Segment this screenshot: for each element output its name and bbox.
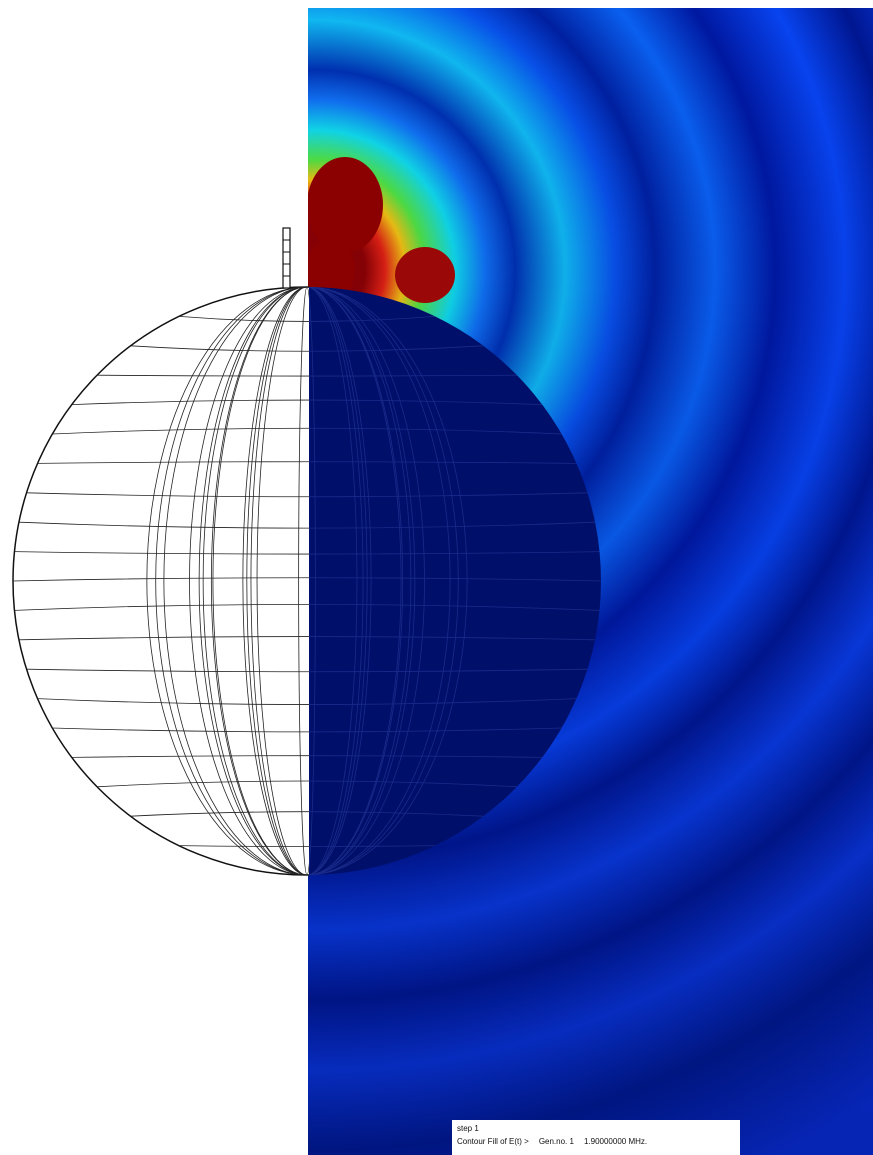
mesh-line	[308, 316, 436, 322]
mesh-line	[18, 521, 309, 529]
mesh-line	[12, 577, 309, 582]
mesh-line	[178, 316, 309, 322]
frequency-label: 1.90000000 MHz.	[583, 1137, 648, 1146]
mesh-line	[308, 551, 600, 555]
mesh-line	[308, 287, 404, 875]
mesh-line	[308, 604, 600, 611]
mesh-line	[308, 461, 577, 464]
mesh-line	[26, 492, 309, 498]
mesh-line	[71, 399, 309, 405]
mesh-line	[250, 286, 309, 876]
mesh-line	[14, 604, 309, 611]
mesh-line	[308, 727, 562, 733]
mesh-line	[37, 698, 309, 705]
mesh-line	[308, 780, 517, 788]
mesh-line	[308, 636, 596, 641]
mesh-line	[308, 811, 484, 817]
mesh-line	[308, 287, 402, 875]
mesh-line	[130, 811, 309, 817]
mesh-line	[308, 698, 577, 705]
antenna-rungs	[283, 239, 290, 277]
sphere-solid	[308, 287, 601, 875]
mesh-line	[308, 492, 588, 498]
mesh-line	[26, 668, 309, 673]
mesh-line	[308, 399, 543, 405]
field-panel	[308, 8, 873, 1155]
hot-spot	[308, 157, 383, 253]
mesh-line	[308, 521, 596, 529]
result-label: Contour Fill of E(t) >	[457, 1137, 529, 1146]
mesh-line	[130, 345, 309, 352]
sphere-mesh	[12, 286, 309, 876]
mesh-line	[71, 755, 309, 758]
mesh-line	[308, 345, 484, 352]
mesh-line	[18, 636, 309, 641]
mesh-line	[308, 374, 517, 377]
mesh-line	[37, 461, 309, 464]
sphere-mesh	[308, 287, 601, 875]
mesh-line	[97, 780, 309, 788]
mesh-line	[52, 427, 309, 435]
antenna	[282, 227, 291, 289]
mesh-line	[14, 551, 309, 555]
mesh-line	[308, 287, 372, 875]
mesh-line	[308, 668, 588, 673]
hot-spot	[395, 247, 455, 303]
mesh-line	[97, 374, 309, 377]
hot-spot	[308, 240, 355, 300]
mesh-line	[308, 287, 459, 875]
mesh-line	[308, 287, 425, 875]
mesh-line	[308, 845, 436, 847]
mesh-line	[308, 287, 412, 875]
mesh-line	[308, 287, 316, 875]
step-label: step 1	[457, 1124, 479, 1133]
mesh-line	[308, 755, 543, 758]
legend-box: step 1 Contour Fill of E(t) > Gen.no. 1 1.…	[452, 1120, 740, 1155]
mesh-line	[52, 727, 309, 733]
mesh-line	[308, 577, 601, 582]
mesh-line	[308, 287, 368, 875]
mesh-line	[308, 287, 364, 875]
mesh-line	[308, 287, 416, 875]
mesh-line	[308, 427, 562, 435]
mesh-line	[178, 845, 309, 847]
mesh-line	[308, 287, 468, 875]
mesh-line	[308, 287, 451, 875]
generator-label: Gen.no. 1	[538, 1137, 574, 1146]
mesh-line	[308, 287, 358, 875]
wireframe	[12, 286, 309, 876]
result-line: Contour Fill of E(t) > Gen.no. 1 1.9000000…	[457, 1135, 735, 1148]
